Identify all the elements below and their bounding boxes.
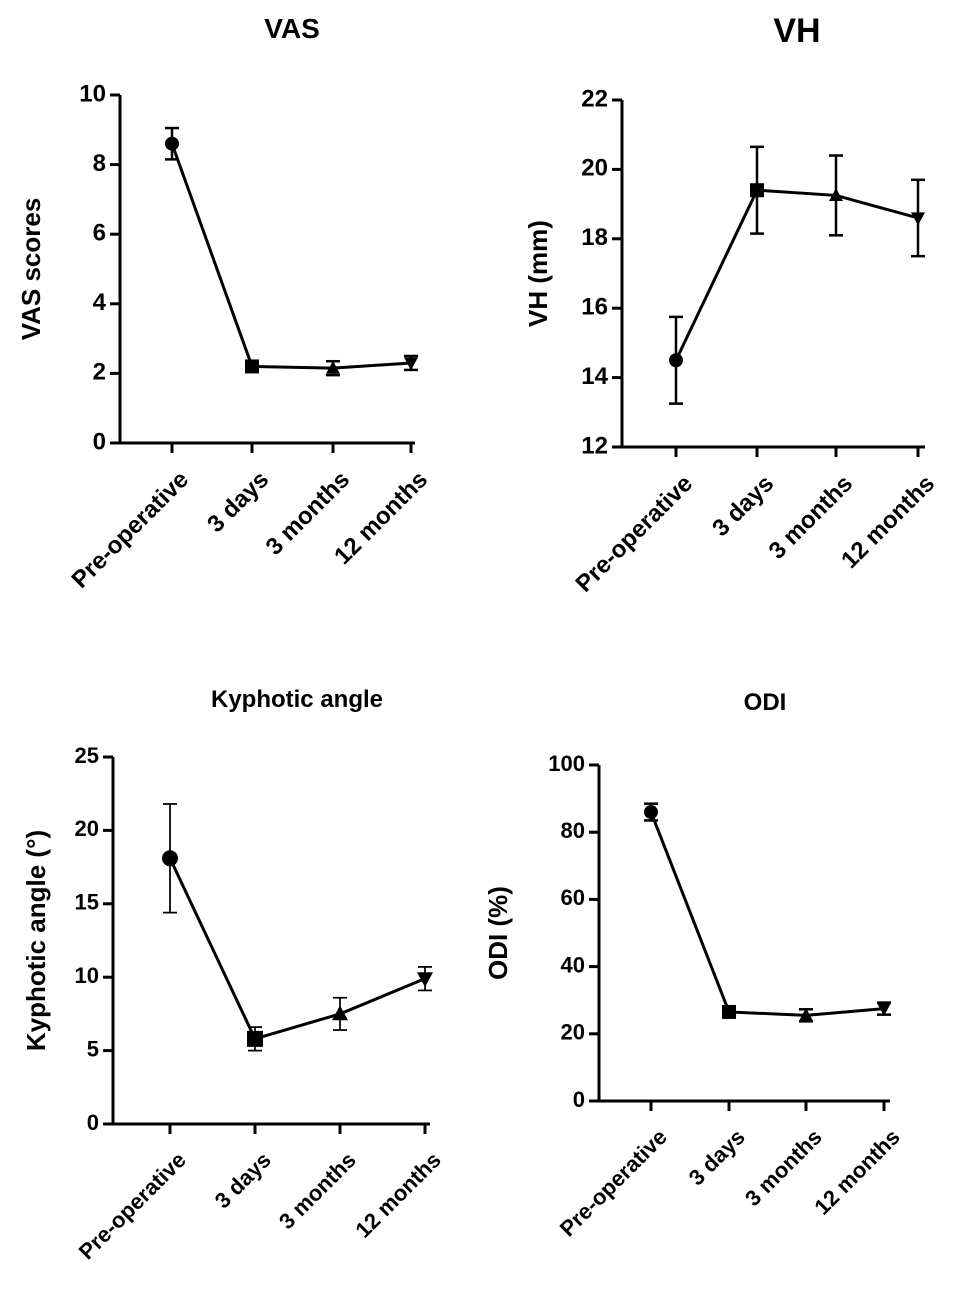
x-tick-label: Pre-operative	[74, 1147, 191, 1264]
chart-title: VH	[773, 12, 820, 50]
x-tick-label: 3 days	[202, 466, 274, 538]
y-tick-label: 0	[93, 428, 106, 455]
chart-2: VH VH (mm) 12 14 16 18 20 22 Pre-operative 3 days…	[523, 12, 940, 598]
data-point-circle	[644, 805, 658, 820]
data-point-triangle-up	[799, 1007, 813, 1021]
y-tick-label: 12	[581, 432, 608, 459]
data-point-square	[247, 1030, 263, 1047]
y-tick-label: 2	[93, 359, 106, 386]
y-tick-label: 0	[87, 1110, 99, 1135]
data-point-square	[750, 183, 764, 198]
y-axis-label: VAS scores	[16, 198, 46, 341]
data-point-triangle-down	[911, 212, 925, 226]
data-point-triangle-down	[417, 972, 433, 988]
y-tick-label: 10	[75, 963, 99, 988]
y-tick-label: 100	[548, 751, 585, 776]
y-tick-label: 22	[581, 85, 608, 112]
chart-title: Kyphotic angle	[211, 686, 383, 713]
data-point-triangle-up	[829, 188, 843, 202]
x-tick-label: 3 days	[707, 470, 779, 542]
y-tick-label: 4	[93, 289, 107, 316]
y-tick-label: 60	[561, 885, 585, 910]
y-tick-label: 20	[581, 155, 608, 182]
y-tick-label: 8	[93, 150, 106, 177]
data-point-triangle-up	[326, 360, 340, 374]
chart-3: Kyphotic angle Kyphotic angle (°) 0 5 10 15 20…	[21, 686, 446, 1264]
x-tick-label: 12 months	[809, 1124, 904, 1219]
y-tick-label: 5	[87, 1036, 99, 1061]
series-line	[170, 143, 412, 370]
data-point-square	[722, 1004, 736, 1019]
data-point-triangle-up	[332, 1005, 348, 1021]
x-tick-label: Pre-operative	[555, 1124, 672, 1241]
chart-title: ODI	[744, 689, 787, 716]
x-tick-label: 3 days	[684, 1124, 750, 1190]
y-tick-label: 14	[581, 363, 608, 390]
y-tick-label: 6	[93, 220, 106, 247]
data-point-circle	[669, 353, 683, 368]
x-tick-label: 3 months	[274, 1147, 361, 1234]
y-tick-label: 16	[581, 294, 608, 321]
y-tick-label: 10	[79, 80, 106, 107]
y-tick-label: 20	[561, 1020, 585, 1045]
data-point-triangle-down	[404, 357, 418, 371]
y-tick-label: 80	[561, 818, 585, 843]
x-tick-label: 12 months	[350, 1147, 445, 1242]
series-line	[168, 857, 426, 1041]
data-point-triangle-down	[877, 1003, 891, 1016]
chart-4: ODI ODI (%) 0 20 40 60 80 100 Pre-operative 3 day…	[483, 689, 905, 1241]
data-point-circle	[162, 850, 178, 867]
x-tick-label: 3 days	[210, 1147, 276, 1213]
data-point-square	[245, 359, 259, 374]
series-line	[674, 188, 919, 361]
y-tick-label: 0	[573, 1087, 585, 1112]
x-tick-label: Pre-operative	[67, 466, 195, 594]
series-line	[649, 811, 885, 1017]
y-axis-label: VH (mm)	[523, 220, 553, 327]
y-tick-label: 20	[75, 816, 99, 841]
y-tick-label: 25	[75, 743, 99, 768]
chart-title: VAS	[264, 13, 320, 44]
y-tick-label: 40	[561, 952, 585, 977]
y-axis-label: ODI (%)	[483, 886, 513, 980]
y-axis-label: Kyphotic angle (°)	[21, 830, 51, 1051]
y-tick-label: 18	[581, 224, 608, 251]
y-tick-label: 15	[75, 890, 99, 915]
x-tick-label: Pre-operative	[571, 470, 699, 598]
data-point-circle	[165, 136, 179, 151]
